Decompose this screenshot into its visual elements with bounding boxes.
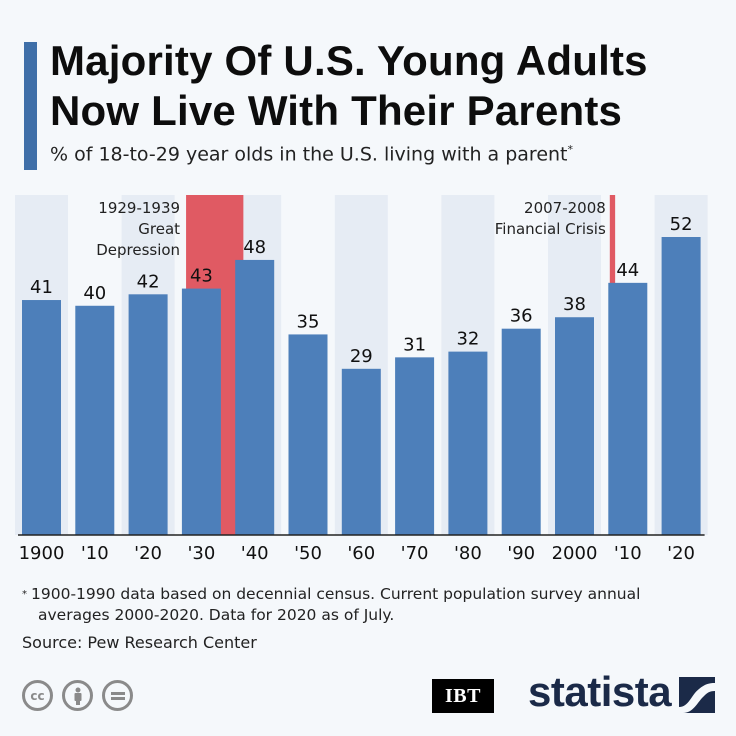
chart-subtitle: % of 18-to-29 year olds in the U.S. livi… <box>50 143 730 165</box>
subtitle-footnote-marker: * <box>567 143 574 156</box>
bar-value-label: 43 <box>190 266 213 287</box>
bar-value-label: 42 <box>137 271 160 292</box>
source: Source: Pew Research Center <box>22 633 257 652</box>
bar-value-label: 32 <box>456 329 479 350</box>
bar-4 <box>235 259 275 535</box>
bar-10 <box>555 317 594 535</box>
bar-9 <box>501 328 541 535</box>
no-derivatives-icon[interactable] <box>102 680 133 711</box>
attribution-icon[interactable] <box>62 680 93 711</box>
bar-value-label: 36 <box>510 306 533 327</box>
x-tick-label: '20 <box>134 543 162 564</box>
license-icons: cc <box>22 680 133 711</box>
annotation-label-1: Depression <box>96 241 180 259</box>
bar-7 <box>395 357 435 535</box>
bar-value-label: 41 <box>30 277 53 298</box>
bar-value-label: 48 <box>243 237 266 258</box>
bar-0 <box>22 300 61 535</box>
x-tick-label: '10 <box>614 543 642 564</box>
x-tick-label: '20 <box>667 543 695 564</box>
statista-logo-icon[interactable] <box>679 677 715 713</box>
bar-3 <box>181 288 221 535</box>
bar-value-label: 52 <box>670 214 693 235</box>
title-accent-bar <box>24 42 37 170</box>
chart-title: Majority Of U.S. Young Adults Now Live W… <box>50 37 648 134</box>
bar-5 <box>288 334 328 535</box>
bar-value-label: 38 <box>563 294 586 315</box>
footnote-line-1: 1900-1990 data based on decennial census… <box>31 585 641 603</box>
ibt-logo[interactable]: IBT <box>432 679 494 713</box>
x-tick-label: '40 <box>241 543 269 564</box>
x-tick-label: '10 <box>81 543 109 564</box>
bar-value-label: 44 <box>616 260 639 281</box>
bar-1 <box>75 305 115 535</box>
bar-8 <box>448 351 488 535</box>
bar-11 <box>608 282 648 535</box>
bar-value-label: 35 <box>297 311 320 332</box>
x-tick-label: '30 <box>187 543 215 564</box>
bar-chart: 41 1900 40 '10 42 '20 43 '30 48 '40 35 '50 29 '60 31 '7… <box>15 195 708 564</box>
subtitle-text: % of 18-to-29 year olds in the U.S. livi… <box>50 143 568 166</box>
bar-2 <box>128 294 168 535</box>
bar-value-label: 40 <box>83 283 106 304</box>
footnote: * 1900-1990 data based on decennial censu… <box>22 584 722 626</box>
x-tick-label: '50 <box>294 543 322 564</box>
bar-value-label: 29 <box>350 346 373 367</box>
cc-icon[interactable]: cc <box>22 680 53 711</box>
footnote-line-2: averages 2000-2020. Data for 2020 as of … <box>38 606 395 624</box>
x-tick-label: 1900 <box>19 543 65 564</box>
x-tick-label: '90 <box>507 543 535 564</box>
statista-logo-text[interactable]: statista <box>528 668 672 715</box>
annotation-label-1: Great <box>138 220 180 238</box>
annotation-label-2: 2007-2008 <box>524 199 606 217</box>
bar-12 <box>661 237 701 535</box>
x-tick-label: '70 <box>401 543 429 564</box>
x-tick-label: '60 <box>347 543 375 564</box>
bar-value-label: 31 <box>403 334 426 355</box>
footnote-marker: * <box>22 589 27 600</box>
x-tick-label: '80 <box>454 543 482 564</box>
annotation-label-1: 1929-1939 <box>98 199 180 217</box>
annotation-label-2: Financial Crisis <box>495 220 606 238</box>
bar-6 <box>341 368 381 535</box>
x-tick-label: 2000 <box>552 543 598 564</box>
